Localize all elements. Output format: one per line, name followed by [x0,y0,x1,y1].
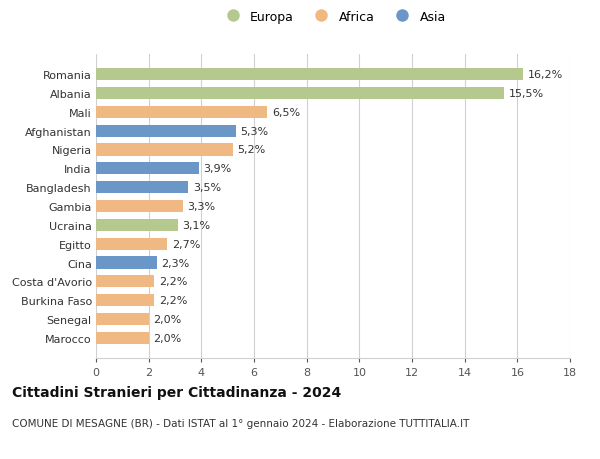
Bar [96,294,154,307]
Bar [96,69,523,81]
Bar [96,276,154,288]
Bar [96,163,199,175]
Bar [96,332,149,344]
Bar [96,144,233,156]
Text: Cittadini Stranieri per Cittadinanza - 2024: Cittadini Stranieri per Cittadinanza - 2… [12,386,341,399]
Text: 2,0%: 2,0% [154,333,182,343]
Legend: Europa, Africa, Asia: Europa, Africa, Asia [216,7,450,27]
Text: 3,3%: 3,3% [188,202,216,212]
Text: 2,2%: 2,2% [158,296,187,306]
Bar [96,106,267,119]
Bar [96,238,167,250]
Text: 2,3%: 2,3% [161,258,190,268]
Bar [96,88,504,100]
Text: 3,9%: 3,9% [203,164,232,174]
Bar [96,125,236,137]
Bar [96,313,149,325]
Bar [96,201,183,213]
Text: 3,5%: 3,5% [193,183,221,193]
Text: 5,3%: 5,3% [241,126,268,136]
Text: 2,7%: 2,7% [172,239,200,249]
Bar [96,257,157,269]
Bar [96,182,188,194]
Text: COMUNE DI MESAGNE (BR) - Dati ISTAT al 1° gennaio 2024 - Elaborazione TUTTITALIA: COMUNE DI MESAGNE (BR) - Dati ISTAT al 1… [12,418,469,428]
Text: 3,1%: 3,1% [182,220,211,230]
Text: 5,2%: 5,2% [238,145,266,155]
Bar [96,219,178,231]
Text: 16,2%: 16,2% [527,70,563,80]
Text: 6,5%: 6,5% [272,107,300,118]
Text: 2,0%: 2,0% [154,314,182,325]
Text: 15,5%: 15,5% [509,89,544,99]
Text: 2,2%: 2,2% [158,277,187,287]
